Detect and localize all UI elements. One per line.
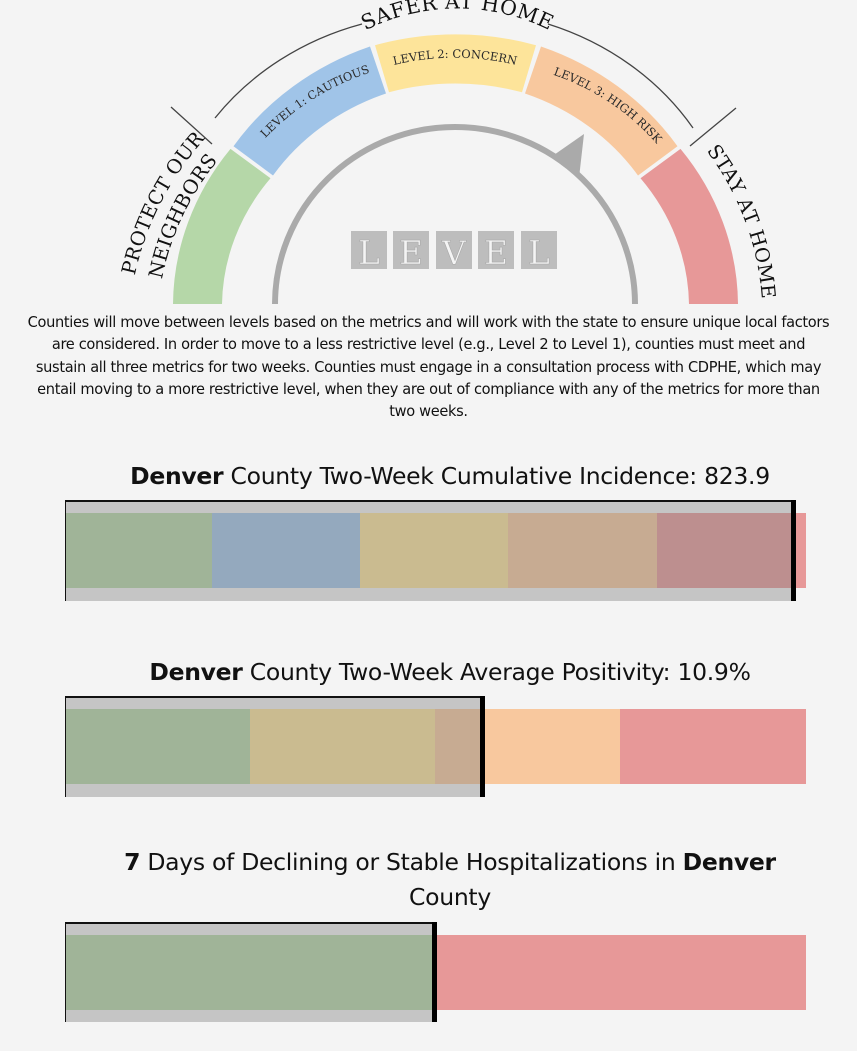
metric-title-positivity: Denver County Two-Week Average Positivit…: [60, 655, 840, 690]
band-stay-at-home: [657, 513, 806, 588]
gauge-segment-protect-our-neighbors: [173, 148, 271, 304]
gauge-segment-level-1: [233, 46, 386, 176]
band-stay-at-home: [620, 709, 806, 784]
metric-title-text: Days of Declining or Stable Hospitalizat…: [140, 848, 683, 876]
band-meets-metric: [65, 935, 435, 1010]
levels-description: Counties will move between levels based …: [27, 313, 830, 421]
band-protect-our-neighbors: [65, 513, 212, 588]
county-name: Denver: [130, 462, 224, 490]
metric-title-text: County Two-Week Cumulative Incidence: 82…: [223, 462, 771, 490]
divider-line-left: [170, 106, 213, 145]
value-overlay: [65, 696, 481, 797]
level-letter: E: [484, 233, 508, 272]
metric-title-line2: County: [409, 883, 491, 911]
gauge-needle-arc: [272, 124, 638, 305]
bullet-bar-incidence: [65, 500, 806, 601]
safer-at-home-bracket: [214, 23, 363, 119]
segment-label-level-2: LEVEL 2: CONCERN: [391, 47, 518, 68]
band-level-3: [508, 513, 657, 588]
svg-text:SAFER AT HOME: SAFER AT HOME: [357, 0, 557, 35]
band-level-1: [65, 709, 250, 784]
metric-title-hospitalizations: 7 Days of Declining or Stable Hospitaliz…: [75, 845, 825, 915]
bullet-bar-positivity: [65, 696, 806, 797]
gauge-segment-level-3: [525, 46, 678, 176]
county-name: Denver: [682, 848, 777, 876]
gauge-segment-stay-at-home: [640, 148, 738, 304]
band-level-2: [360, 513, 508, 588]
safer-at-home-bracket: [547, 23, 694, 129]
divider-line-right: [689, 107, 737, 147]
level-word-tiles: L E V E L: [351, 231, 557, 272]
value-marker: [791, 500, 796, 601]
band-level-1: [212, 513, 360, 588]
metric-title-text: County Two-Week Average Positivity: 10.9…: [242, 658, 751, 686]
value-overlay: [65, 500, 791, 601]
svg-text:LEVEL 2: CONCERN: LEVEL 2: CONCERN: [391, 47, 518, 68]
value-marker: [432, 922, 437, 1022]
level-gauge: SAFER AT HOME LEVEL 1: CAUTIOUS LEVEL 2:…: [117, 0, 780, 305]
county-name: Denver: [149, 658, 243, 686]
metric-title-incidence: Denver County Two-Week Cumulative Incide…: [60, 459, 840, 494]
value-overlay: [65, 922, 433, 1022]
level-letter: E: [399, 233, 423, 272]
level-letter: L: [528, 233, 550, 272]
bullet-bar-hospitalizations: [65, 922, 806, 1022]
top-label-safer-at-home: SAFER AT HOME: [357, 0, 557, 35]
gauge-segment-level-2: [375, 34, 536, 93]
level-letter: L: [358, 233, 380, 272]
gauge-needle-arrow-icon: [551, 134, 584, 178]
value-marker: [480, 696, 485, 797]
band-does-not-meet: [435, 935, 806, 1010]
band-level-2: [250, 709, 435, 784]
level-letter: V: [441, 233, 467, 272]
band-level-3: [435, 709, 620, 784]
days-count: 7: [124, 848, 141, 876]
